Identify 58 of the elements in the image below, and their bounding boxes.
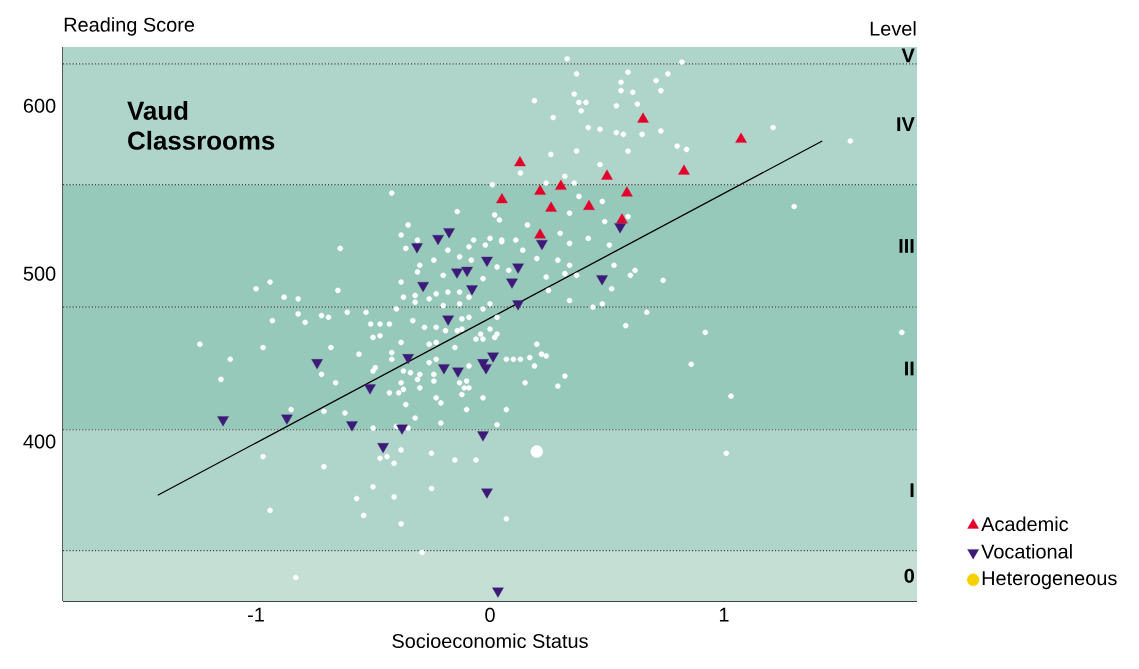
legend-label: Vocational <box>981 543 1072 559</box>
point <box>637 112 649 123</box>
point <box>487 352 499 363</box>
band-label: V <box>901 48 915 63</box>
band-label: 0 <box>904 568 914 583</box>
point <box>217 416 229 427</box>
point <box>411 243 423 254</box>
point <box>481 488 493 499</box>
point <box>480 364 492 375</box>
point <box>534 228 546 239</box>
point <box>514 156 526 167</box>
point <box>678 164 690 175</box>
x-axis-title: Socioeconomic Status <box>392 633 588 649</box>
band-label: II <box>905 361 914 376</box>
x-tick-label: 1 <box>719 607 729 622</box>
x-tick-label: 0 <box>485 607 495 622</box>
legend-label: Heterogeneous <box>982 571 1117 590</box>
point <box>621 186 633 197</box>
point <box>555 179 567 190</box>
point <box>477 431 489 442</box>
point <box>432 234 444 246</box>
point <box>481 256 493 267</box>
point <box>506 278 518 289</box>
y-tick-label: 400 <box>23 434 56 449</box>
point <box>452 367 464 378</box>
legend-label: Academic <box>981 516 1069 532</box>
point <box>377 443 389 454</box>
point <box>534 184 546 195</box>
point <box>466 285 478 296</box>
point <box>461 266 473 277</box>
band-label: I <box>910 483 914 498</box>
point <box>616 213 628 224</box>
point <box>512 263 524 274</box>
point <box>311 359 323 370</box>
y-axis-title: Reading Score <box>64 17 195 36</box>
y-tick-label: 500 <box>23 266 56 281</box>
text: Vaud Classrooms <box>127 100 275 150</box>
point <box>364 384 376 395</box>
point <box>451 268 463 279</box>
point <box>601 169 613 180</box>
point <box>438 364 450 375</box>
point <box>583 199 595 210</box>
y2-axis-title: Level <box>870 21 916 36</box>
band-label: IV <box>897 117 915 132</box>
point <box>396 424 408 435</box>
point <box>402 354 414 365</box>
point <box>596 275 608 286</box>
point <box>496 193 508 204</box>
point <box>417 281 429 293</box>
x-tick-label: -1 <box>248 607 264 622</box>
point <box>545 201 557 212</box>
point <box>512 300 524 311</box>
band-label: III <box>899 239 914 253</box>
point <box>281 414 293 425</box>
point <box>442 315 454 326</box>
point <box>346 421 358 432</box>
y-tick-label: 600 <box>23 98 56 113</box>
point <box>735 132 747 143</box>
